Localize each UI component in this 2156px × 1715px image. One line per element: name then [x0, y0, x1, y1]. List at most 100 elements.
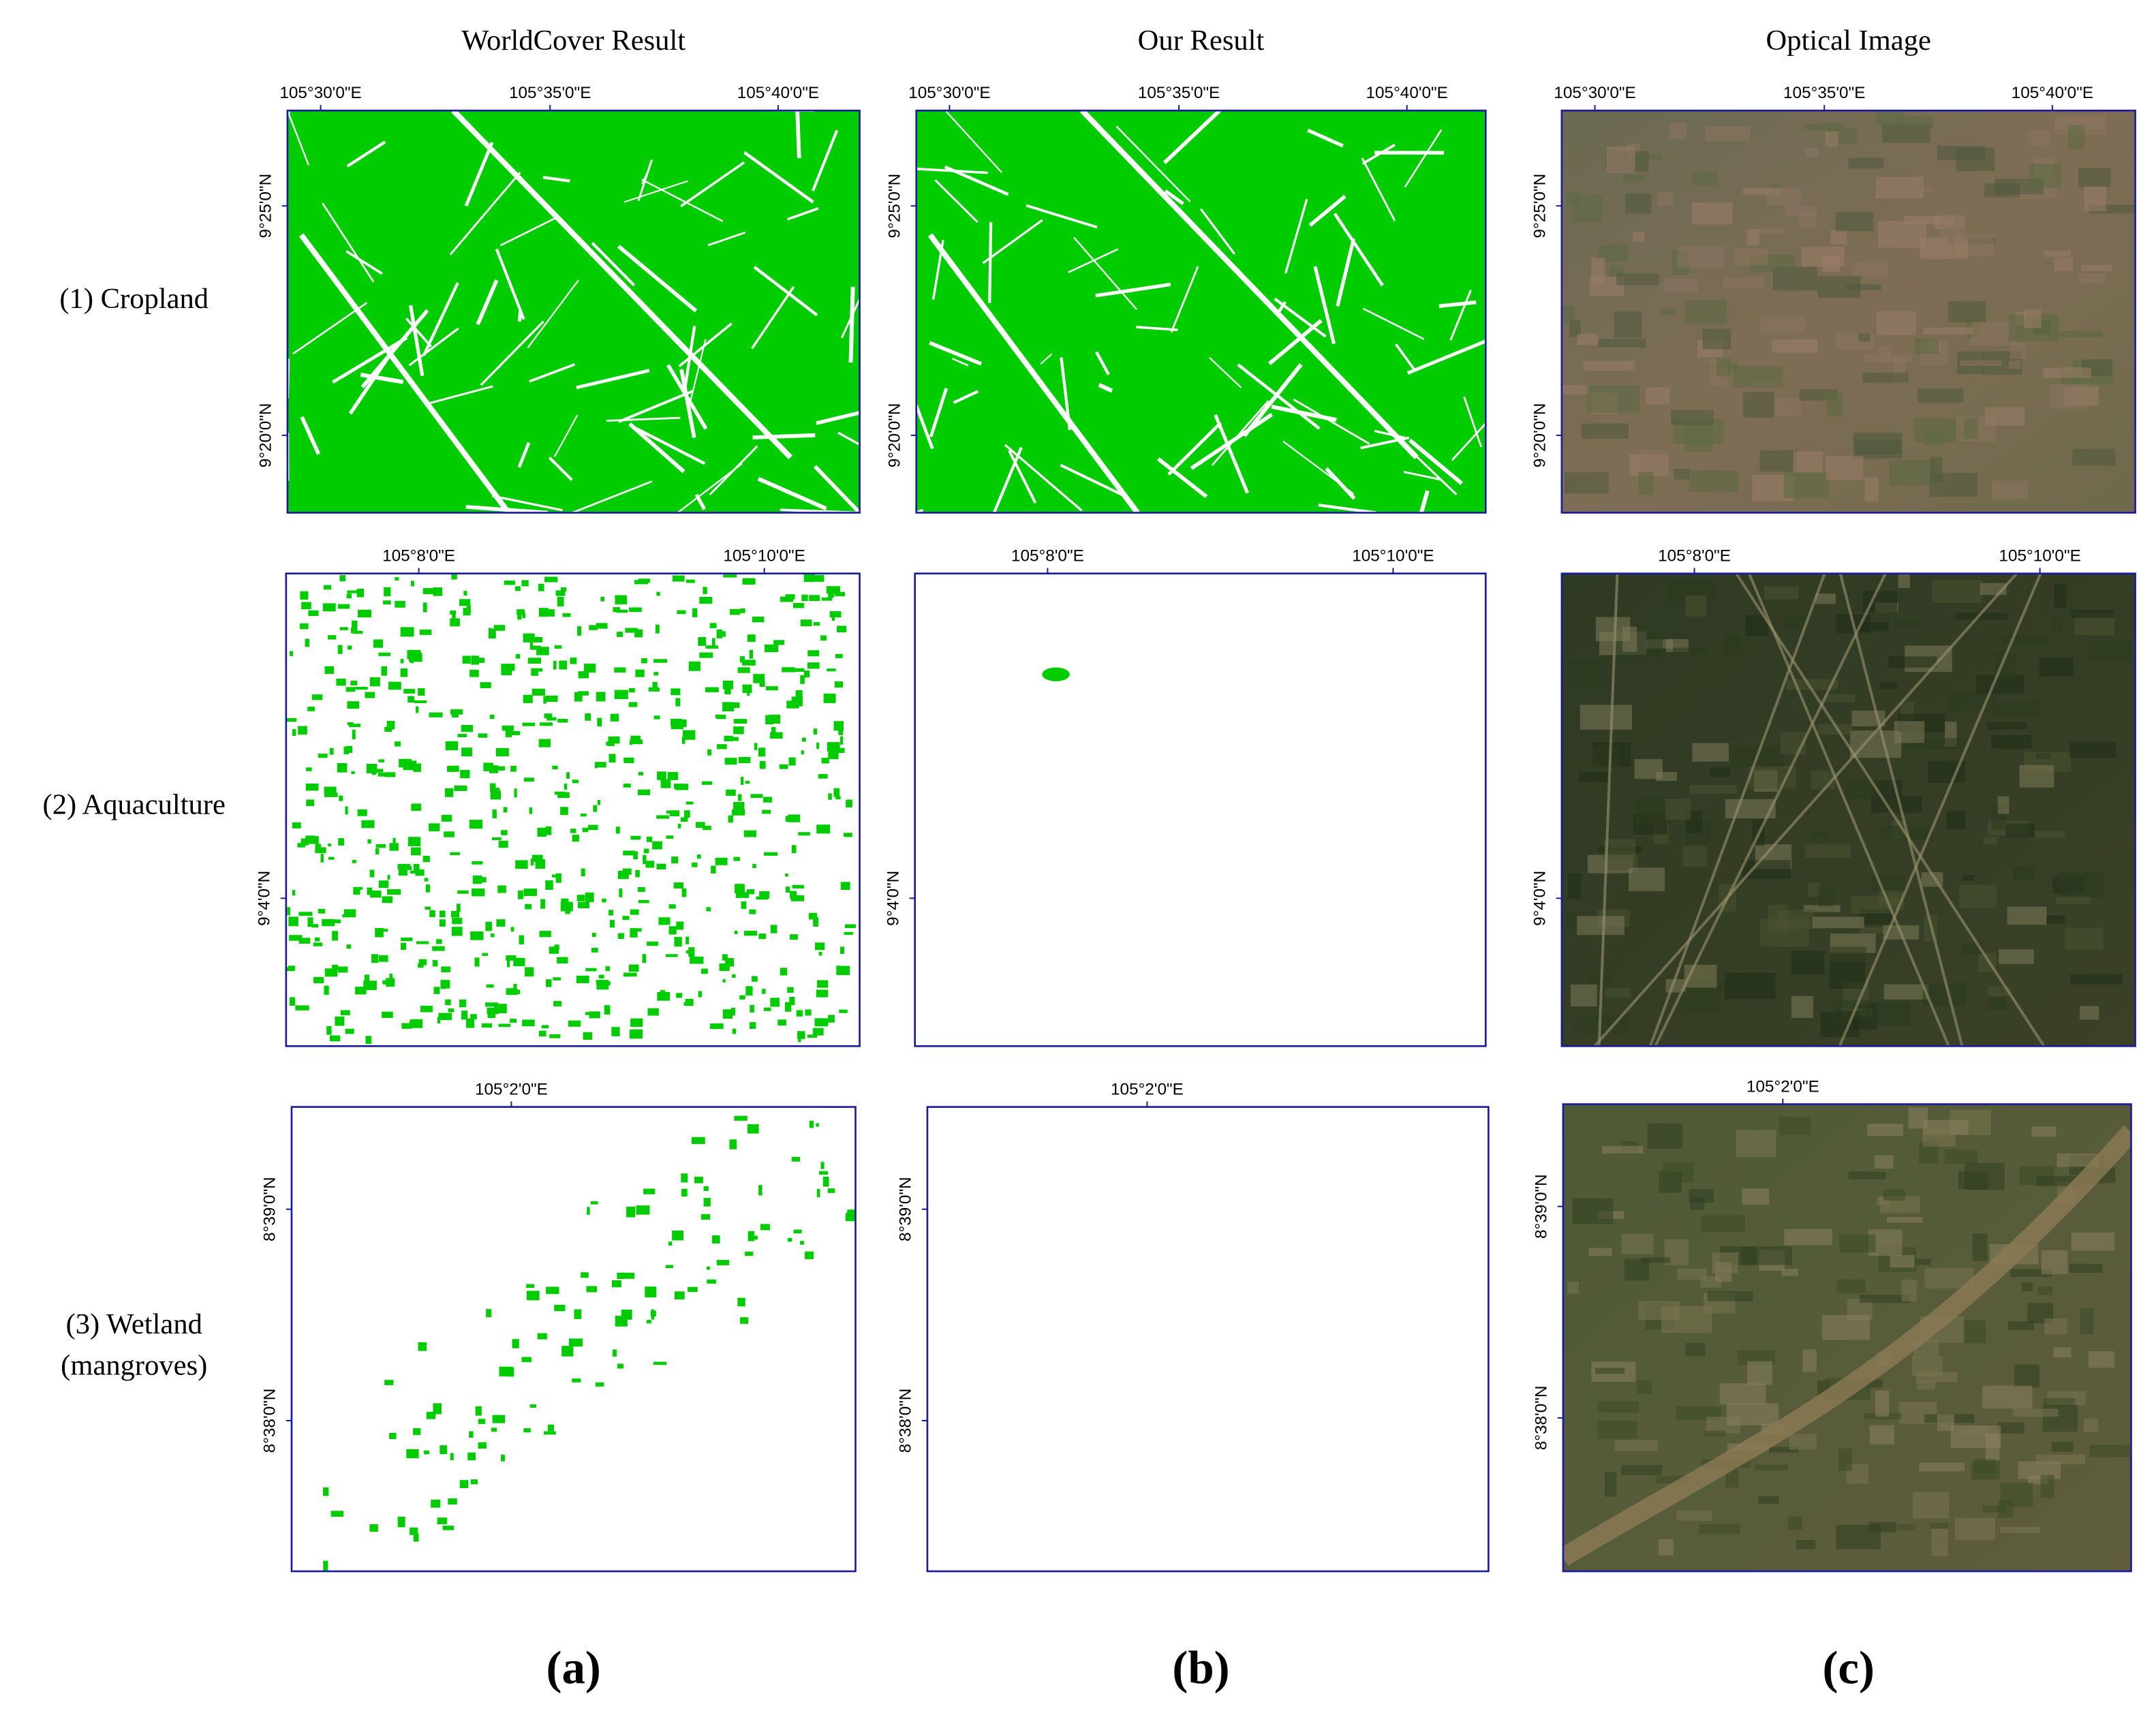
patch [753, 674, 765, 683]
patch [525, 967, 534, 977]
image-patch [2010, 1269, 2052, 1278]
image-patch [1804, 905, 1841, 912]
patch [733, 856, 741, 861]
patch [694, 1176, 703, 1184]
patch [688, 947, 695, 957]
patch [532, 688, 546, 696]
patch [495, 747, 509, 757]
image-patch [1826, 456, 1864, 480]
image-patch [1959, 884, 1997, 908]
patch [821, 758, 829, 764]
patch [559, 660, 568, 670]
patch [572, 779, 579, 784]
patch [448, 1498, 457, 1505]
patch [699, 652, 713, 658]
image-patch [2070, 974, 2123, 985]
patch [413, 763, 422, 772]
y-tick-label: 8°39'0"N [897, 1177, 915, 1241]
patch [337, 966, 348, 973]
image-patch [1785, 679, 1838, 690]
image-patch [1743, 187, 1781, 196]
patch [587, 824, 598, 831]
patch [617, 933, 624, 940]
image-patch [1982, 1385, 2033, 1409]
patch [756, 896, 769, 900]
patch [724, 758, 737, 765]
image-patch [1963, 1320, 1986, 1344]
patch [378, 773, 386, 777]
road [451, 110, 793, 460]
patch [506, 988, 518, 995]
patch [351, 771, 355, 775]
patch [324, 968, 338, 977]
patch [413, 1533, 419, 1542]
patch [535, 859, 544, 866]
patch [596, 623, 608, 629]
patch [355, 987, 367, 995]
image-patch [1633, 232, 1645, 243]
patch [489, 714, 495, 720]
patch [361, 820, 375, 829]
x-tick-label: 105°40'0"E [2012, 84, 2093, 102]
patch [318, 754, 328, 758]
field-boundary [1336, 238, 1356, 307]
patch [723, 574, 737, 578]
patch [740, 1317, 749, 1324]
patch [340, 1010, 350, 1016]
patch [670, 718, 683, 726]
patch [347, 701, 360, 709]
row-label: (3) Wetland [66, 1308, 202, 1340]
patch [523, 694, 533, 703]
patch [444, 788, 454, 797]
field-boundary [617, 245, 698, 313]
map-panel: 105°2'0"E 8°39'0"N 8°38'0"N [261, 1080, 898, 1573]
patch [801, 750, 805, 755]
patch [423, 1450, 429, 1455]
panel-label: (a) [546, 1641, 601, 1693]
image-patch [1913, 1492, 1950, 1519]
patch [887, 1169, 898, 1172]
patch [614, 690, 628, 699]
patch [719, 631, 726, 637]
image-patch [1817, 886, 1834, 907]
patch [395, 600, 405, 608]
y-tick-label: 8°38'0"N [897, 1389, 915, 1453]
patch [732, 1028, 737, 1034]
image-patch [1808, 882, 1821, 897]
patch [560, 901, 573, 912]
patch [418, 959, 427, 965]
image-patch [1937, 1414, 1954, 1432]
patch [602, 898, 606, 903]
patch [779, 764, 788, 769]
image-patch [1591, 258, 1605, 283]
patch [628, 687, 635, 693]
patch [369, 677, 380, 687]
image-patch [1602, 1145, 1644, 1154]
patch [436, 939, 442, 944]
field-boundary [1237, 363, 1321, 430]
patch [555, 873, 561, 883]
patch [570, 658, 577, 664]
map-background [286, 573, 860, 1047]
image-patch [1580, 705, 1633, 730]
patch [630, 928, 638, 938]
patch [506, 955, 517, 961]
image-patch [2007, 1321, 2034, 1331]
patch [814, 942, 825, 951]
patch [657, 991, 671, 1001]
patch [531, 668, 538, 676]
image-patch [1971, 321, 2016, 346]
x-tick-label: 105°35'0"E [1783, 84, 1865, 102]
patch [501, 1454, 505, 1462]
patch [555, 590, 566, 596]
image-patch [1896, 1524, 1915, 1530]
field-boundary [929, 388, 949, 437]
patch [331, 919, 341, 923]
patch [668, 904, 676, 909]
patch [610, 713, 619, 722]
field-boundary [630, 424, 706, 465]
patch [636, 1205, 650, 1215]
patch [469, 1431, 474, 1438]
y-tick-label: 9°4'0"N [1531, 871, 1550, 926]
patch [674, 784, 683, 789]
